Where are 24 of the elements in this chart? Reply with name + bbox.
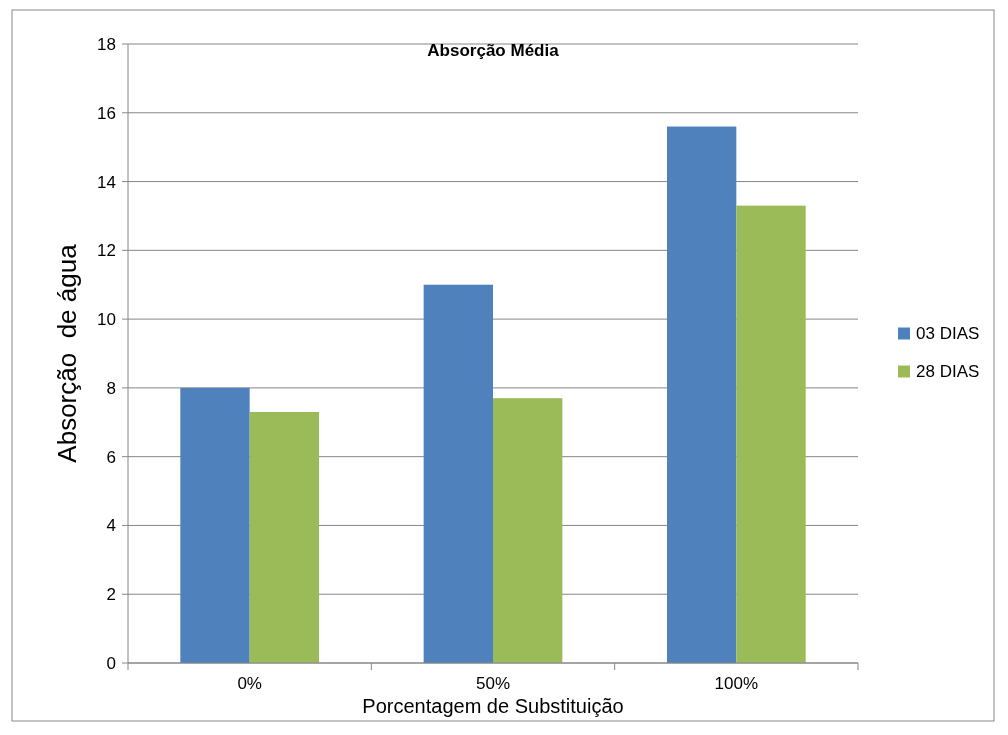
bar: [249, 411, 320, 663]
legend-label: 28 DIAS: [916, 362, 980, 382]
y-tick-label: 18: [97, 34, 116, 54]
x-axis-title: Porcentagem de Substituição: [362, 695, 624, 717]
bar: [736, 205, 806, 663]
bar: [180, 387, 250, 663]
y-tick-label: 6: [106, 447, 116, 467]
y-tick-label: 14: [97, 172, 116, 192]
bar: [423, 284, 493, 663]
y-tick-label: 12: [97, 241, 116, 261]
y-tick-label: 8: [106, 378, 116, 398]
y-tick-label: 2: [106, 585, 116, 605]
x-tick-label: 50%: [475, 674, 511, 693]
y-axis-title: Absorção de água: [52, 243, 82, 463]
y-tick-label: 10: [97, 310, 116, 330]
legend-label: 03 DIAS: [916, 324, 980, 344]
y-tick-label: 16: [97, 103, 116, 123]
y-tick-label: 4: [106, 516, 116, 536]
x-tick-label: 0%: [237, 674, 262, 693]
bar: [493, 398, 563, 663]
bar: [666, 126, 737, 663]
chart-title: Absorção Média: [427, 41, 560, 60]
y-tick-label: 0: [106, 653, 116, 673]
x-tick-label: 100%: [714, 674, 759, 693]
